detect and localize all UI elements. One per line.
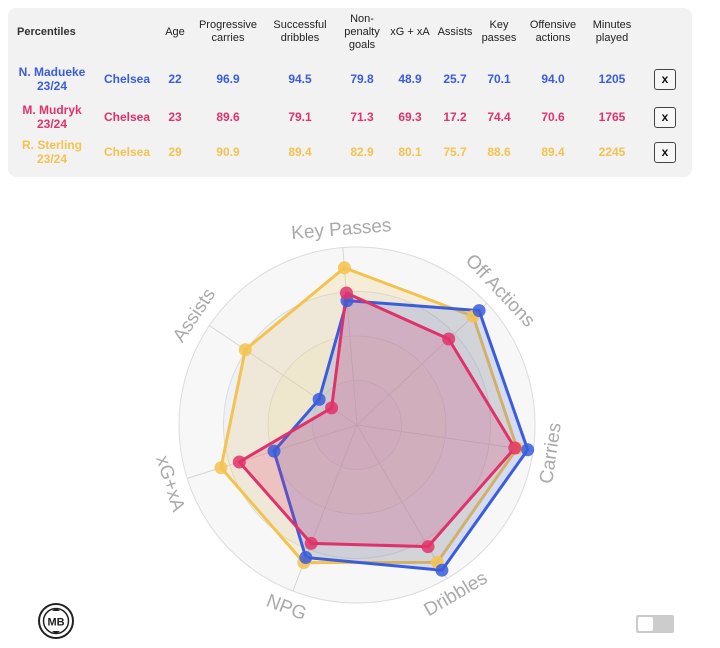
table-cell: 79.1 <box>288 110 312 124</box>
radar-axis-line <box>356 302 488 426</box>
radar-data-point <box>312 392 326 406</box>
radar-data-point <box>421 540 435 554</box>
radar-data-point <box>238 343 252 357</box>
column-header-age: Age <box>165 25 185 38</box>
radar-axis-label: Key Passes <box>290 215 392 244</box>
close-cell: x <box>638 132 692 172</box>
radar-data-point <box>232 455 246 469</box>
radar-data-point <box>472 304 486 318</box>
table-cell: 89.4 <box>541 145 565 159</box>
table-cell: 48.9 <box>398 72 422 86</box>
radar-data-point <box>339 286 353 300</box>
radar-data-point <box>299 551 313 564</box>
table-row: R. Sterling 23/24 Chelsea 29 90.9 89.4 82.9 80… <box>8 132 692 172</box>
radar-data-point <box>325 401 339 415</box>
radar-axis-line <box>342 247 358 426</box>
table-cell: 1765 <box>598 110 626 124</box>
table-cell: 96.9 <box>216 72 240 86</box>
table-cell: 22 <box>168 72 182 86</box>
percentiles-table: Percentiles Age Progressive carries Succ… <box>8 8 692 172</box>
table-cell: 94.0 <box>541 72 565 86</box>
radar-data-point <box>508 441 522 455</box>
close-column-header <box>638 8 692 56</box>
table-cell: 70.1 <box>487 72 511 86</box>
team-name: Chelsea <box>103 72 151 86</box>
table-cell: 23 <box>168 110 182 124</box>
mb-logo-icon: MB <box>37 602 75 640</box>
radar-axis-label: Carries <box>536 421 566 485</box>
toggle-switch[interactable] <box>636 615 674 633</box>
table-row: M. Mudryk 23/24 Chelsea 23 89.6 79.1 71.3 69.3… <box>8 102 692 132</box>
percentiles-table-card: Percentiles Age Progressive carries Succ… <box>8 8 692 177</box>
radar-axis-line <box>356 424 448 579</box>
table-cell: 88.6 <box>487 145 511 159</box>
close-cell: x <box>638 56 692 102</box>
radar-data-point <box>337 261 351 275</box>
table-cell: 89.4 <box>288 145 312 159</box>
team-name: Chelsea <box>103 110 151 124</box>
table-cell: 70.6 <box>541 110 565 124</box>
table-cell: 74.4 <box>487 110 511 124</box>
remove-player-button[interactable]: x <box>654 141 676 163</box>
player-name: N. Madueke 23/24 <box>18 65 86 93</box>
radar-data-point <box>521 443 535 457</box>
table-cell: 94.5 <box>288 72 312 86</box>
radar-data-point <box>435 563 449 577</box>
column-header-key-passes: Key passes <box>481 19 517 44</box>
radar-axis-line <box>356 424 534 452</box>
table-cell: 80.1 <box>398 145 422 159</box>
column-header-assists: Assists <box>437 25 473 38</box>
team-column-header <box>96 8 158 56</box>
table-cell: 82.9 <box>350 145 374 159</box>
team-name: Chelsea <box>103 145 151 159</box>
column-header-xg-xa: xG + xA <box>390 25 430 38</box>
table-cell: 79.8 <box>350 72 374 86</box>
column-header-offensive-actions: Offensive actions <box>529 19 577 44</box>
column-header-minutes-played: Minutes played <box>592 19 632 44</box>
table-cell: 69.3 <box>398 110 422 124</box>
table-cell: 71.3 <box>350 110 374 124</box>
radar-data-point <box>267 444 281 458</box>
table-cell: 75.7 <box>443 145 467 159</box>
table-cell: 90.9 <box>216 145 240 159</box>
table-cell: 17.2 <box>443 110 467 124</box>
percentiles-header: Percentiles <box>17 25 76 38</box>
remove-player-button[interactable]: x <box>654 106 676 128</box>
remove-player-button[interactable]: x <box>654 68 676 90</box>
table-cell: 89.6 <box>216 110 240 124</box>
toggle-switch-icon <box>638 617 653 631</box>
radar-data-point <box>304 536 318 550</box>
logo-text: MB <box>47 617 64 629</box>
radar-axis-label: NPG <box>263 591 309 625</box>
table-header-row: Percentiles Age Progressive carries Succ… <box>8 8 692 56</box>
table-cell: 1205 <box>598 72 626 86</box>
radar-series-area <box>237 291 517 549</box>
column-header-non-penalty-goals: Non-penalty goals <box>344 12 380 51</box>
radar-data-point <box>214 461 228 475</box>
radar-data-point <box>442 332 456 346</box>
column-header-progressive-carries: Progressive carries <box>198 19 258 44</box>
table-cell: 25.7 <box>443 72 467 86</box>
table-row: N. Madueke 23/24 Chelsea 22 96.9 94.5 79.8 48.… <box>8 56 692 102</box>
player-name: R. Sterling 23/24 <box>21 138 82 166</box>
close-cell: x <box>638 102 692 132</box>
player-name: M. Mudryk 23/24 <box>22 103 82 131</box>
table-cell: 29 <box>168 145 182 159</box>
table-cell: 2245 <box>598 145 626 159</box>
column-header-successful-dribbles: Successful dribbles <box>273 19 327 44</box>
